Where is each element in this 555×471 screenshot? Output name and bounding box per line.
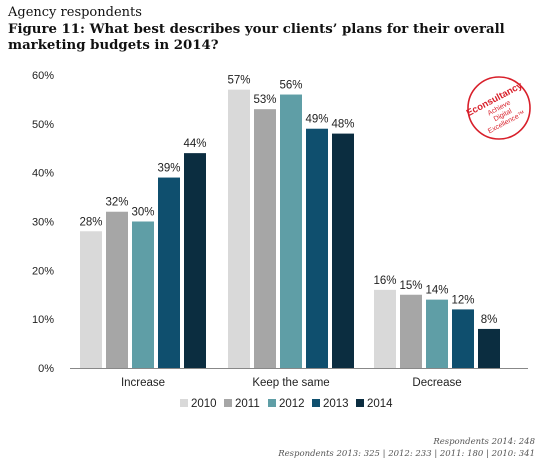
bar-2014-increase: [184, 153, 206, 368]
y-axis: 0% 10% 20% 30% 40% 50% 60%: [32, 70, 54, 375]
x-tick-label: Decrease: [412, 377, 461, 389]
data-label: 8%: [481, 314, 498, 326]
bar-2014-keep-the-same: [332, 133, 354, 368]
bar-2012-decrease: [426, 299, 448, 368]
bar-2012-keep-the-same: [280, 94, 302, 369]
bars: 28%32%30% 39% 44% 57%53%56% 49% 48% 16% 15% 14%1…: [79, 75, 500, 369]
figure-title: Figure 11: What best describes your clie…: [8, 22, 505, 53]
respondents-history: Respondents 2013: 325 | 2012: 233 | 2011…: [278, 449, 535, 459]
bar-2011-increase: [106, 211, 128, 368]
data-label: 56%: [279, 80, 302, 92]
data-label: 16%: [373, 275, 396, 287]
legend-swatch: [268, 399, 276, 407]
data-label: 12%: [451, 294, 474, 306]
x-tick-label: Keep the same: [252, 377, 329, 389]
legend-swatch: [312, 399, 320, 407]
y-tick-label: 40%: [32, 168, 54, 180]
data-label: 48%: [331, 119, 354, 131]
bar-2013-increase: [158, 177, 180, 368]
legend-swatch: [224, 399, 232, 407]
bar-2011-keep-the-same: [254, 109, 276, 368]
y-tick-label: 50%: [32, 119, 54, 131]
data-label: 14%: [425, 285, 448, 297]
data-label: 57%: [227, 75, 250, 87]
bar-2014-decrease: [478, 328, 500, 368]
bar-2013-keep-the-same: [306, 128, 328, 368]
data-label: 32%: [105, 197, 128, 209]
legend-swatch: [180, 399, 188, 407]
legend-label: 2010: [191, 398, 217, 410]
data-label: 28%: [79, 216, 102, 228]
y-tick-label: 30%: [32, 217, 54, 229]
data-label: 44%: [183, 138, 206, 150]
y-tick-label: 10%: [32, 314, 54, 326]
data-label: 39%: [157, 163, 180, 175]
bar-2010-increase: [80, 231, 102, 368]
legend: 2010 2011 2012 2013 2014: [180, 398, 393, 410]
respondents-2014: Respondents 2014: 248: [433, 437, 535, 447]
econsultancy-logo: Econsultancy Achieve Digital Excellence™: [464, 73, 534, 143]
figure-kicker: Agency respondents: [8, 5, 142, 20]
y-tick-label: 0%: [38, 363, 54, 375]
data-label: 53%: [253, 94, 276, 106]
data-label: 49%: [305, 114, 328, 126]
y-tick-label: 20%: [32, 265, 54, 277]
bar-2012-increase: [132, 221, 154, 368]
bar-2010-keep-the-same: [228, 89, 250, 369]
y-tick-label: 60%: [32, 70, 54, 82]
legend-label: 2012: [279, 398, 305, 410]
data-label: 30%: [131, 207, 154, 219]
bar-2010-decrease: [374, 289, 396, 368]
bar-2011-decrease: [400, 294, 422, 368]
legend-label: 2011: [235, 398, 260, 410]
x-axis: Increase Keep the same Decrease: [121, 377, 462, 389]
data-label: 15%: [399, 280, 422, 292]
bar-2013-decrease: [452, 309, 474, 368]
x-tick-label: Increase: [121, 377, 165, 389]
legend-label: 2014: [367, 398, 393, 410]
legend-swatch: [356, 399, 364, 407]
legend-label: 2013: [323, 398, 349, 410]
